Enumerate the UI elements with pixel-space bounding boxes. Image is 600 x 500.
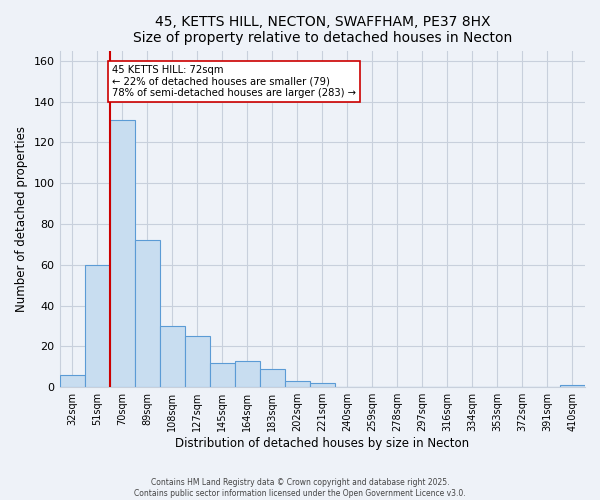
Bar xyxy=(260,369,285,387)
Bar xyxy=(185,336,209,387)
Bar xyxy=(59,375,85,387)
Bar xyxy=(560,385,585,387)
Bar xyxy=(285,381,310,387)
Bar xyxy=(110,120,134,387)
Bar xyxy=(235,360,260,387)
Text: Contains HM Land Registry data © Crown copyright and database right 2025.
Contai: Contains HM Land Registry data © Crown c… xyxy=(134,478,466,498)
X-axis label: Distribution of detached houses by size in Necton: Distribution of detached houses by size … xyxy=(175,437,469,450)
Bar xyxy=(85,265,110,387)
Bar xyxy=(160,326,185,387)
Title: 45, KETTS HILL, NECTON, SWAFFHAM, PE37 8HX
Size of property relative to detached: 45, KETTS HILL, NECTON, SWAFFHAM, PE37 8… xyxy=(133,15,512,45)
Bar xyxy=(310,383,335,387)
Bar xyxy=(134,240,160,387)
Y-axis label: Number of detached properties: Number of detached properties xyxy=(15,126,28,312)
Bar xyxy=(209,362,235,387)
Text: 45 KETTS HILL: 72sqm
← 22% of detached houses are smaller (79)
78% of semi-detac: 45 KETTS HILL: 72sqm ← 22% of detached h… xyxy=(112,65,356,98)
